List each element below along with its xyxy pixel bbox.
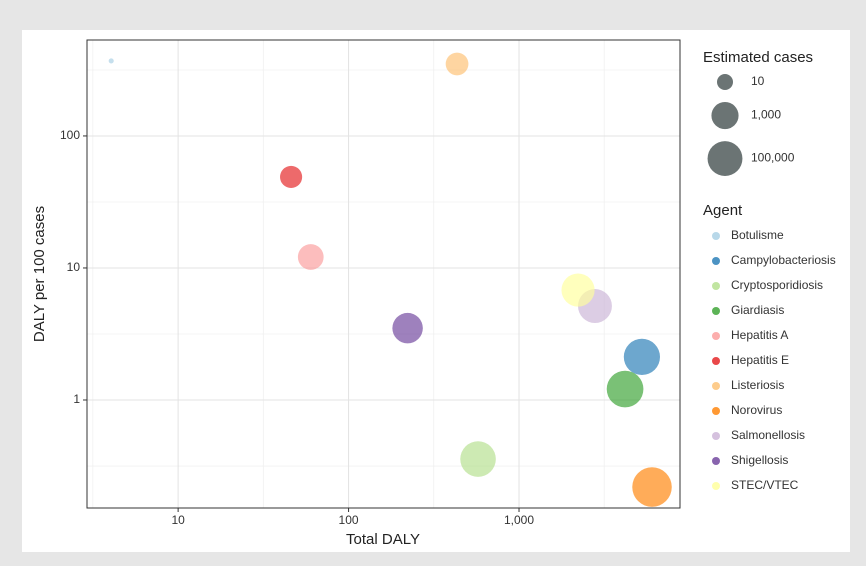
legend-key [712,257,720,265]
legend-label: Botulisme [731,228,784,242]
legend-key [712,382,720,390]
size-legend-label: 10 [751,74,765,88]
legend-label: Cryptosporidiosis [731,278,823,292]
legend-label: Hepatitis E [731,353,789,367]
size-legend-title: Estimated cases [703,49,813,66]
x-axis-title: Total DALY [346,531,420,548]
legend-label: Norovirus [731,403,782,417]
y-tick-label: 10 [67,260,81,274]
size-legend-label: 100,000 [751,151,795,165]
legend-key [712,307,720,315]
size-legend-key [711,102,739,130]
y-tick-label: 1 [73,392,80,406]
legend-label: Campylobacteriosis [731,253,836,267]
legend-label: Listeriosis [731,378,784,392]
legend-key [712,282,720,290]
legend-key [712,432,720,440]
legend-key [712,232,720,240]
legend-label: STEC/VTEC [731,478,799,492]
legend-key [712,457,720,465]
size-legend-key [707,141,743,177]
legend-key [712,332,720,340]
x-tick-label: 100 [339,513,359,527]
bubble [108,58,114,64]
y-axis-title: DALY per 100 cases [31,206,48,342]
size-legend-label: 1,000 [751,108,781,122]
bubble [445,52,469,76]
legend-key [712,407,720,415]
bubble [623,338,661,376]
legend-label: Hepatitis A [731,328,788,342]
plot-border [86,39,681,509]
bubble [392,312,423,344]
y-tick-label: 100 [60,128,80,142]
legend-title: Agent [703,202,743,219]
bubble [297,244,324,270]
bubble [561,273,595,307]
x-tick-label: 1,000 [504,513,534,527]
legend-label: Salmonellosis [731,428,805,442]
legend-label: Shigellosis [731,453,788,467]
bubble [280,165,303,189]
legend-key [712,482,720,490]
legend-label: Giardiasis [731,303,784,317]
bubble [632,467,672,507]
legend-key [712,357,720,365]
bubble [606,370,644,408]
bubble [460,441,496,477]
x-tick-label: 10 [171,513,185,527]
size-legend-key [717,74,733,90]
